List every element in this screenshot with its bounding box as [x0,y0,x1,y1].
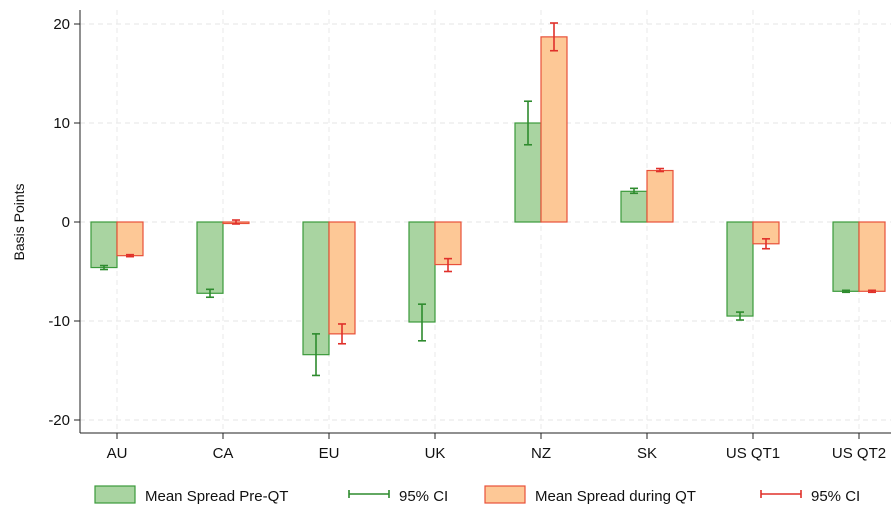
ci-pre-qt [418,303,426,342]
tick-labels: -20 -10 0 10 20 AU CA EU UK NZ SK US QT1 US QT2 [48,16,886,462]
ci-pre-qt [100,264,108,271]
bar-pre-qt [832,221,860,292]
x-tick-label: UK [425,445,446,462]
ci-during-qt [656,167,664,173]
legend-label-during-qt: Mean Spread during QT [535,488,696,505]
ci-during-qt [338,323,346,345]
legend-label-ci-during-qt: 95% CI [811,488,860,505]
legend-label-pre-qt: Mean Spread Pre-QT [145,488,288,505]
y-tick-label: 20 [53,16,70,33]
y-tick-label: 0 [62,214,70,231]
legend: Mean Spread Pre-QT 95% CI Mean Spread duri… [94,485,860,505]
y-axis-title: Basis Points [11,183,27,260]
ci-during-qt [232,219,240,225]
ci-during-qt [762,238,770,250]
bar-during-qt [116,221,144,257]
ci-during-qt [550,22,558,52]
axes [74,10,891,439]
y-tick-label: 10 [53,115,70,132]
bar-pre-qt [90,221,118,269]
x-tick-label: SK [637,445,657,462]
ci-pre-qt [736,311,744,321]
legend-swatch-during-qt [484,485,526,504]
ci-pre-qt [206,288,214,299]
ci-pre-qt [524,100,532,146]
legend-label-ci-pre-qt: 95% CI [399,488,448,505]
y-tick-label: -10 [48,313,70,330]
x-tick-label: EU [319,445,340,462]
error-bars [100,22,876,377]
ci-pre-qt [312,333,320,377]
bar-pre-qt [196,221,224,294]
legend-ci-pre-qt [348,490,390,498]
y-tick-label: -20 [48,412,70,429]
legend-swatch-pre-qt [94,485,136,504]
bar-during-qt [540,36,568,223]
x-tick-label: US QT2 [832,445,886,462]
x-tick-label: AU [107,445,128,462]
x-tick-label: CA [213,445,234,462]
bar-during-qt [646,169,674,223]
ci-during-qt [868,289,876,294]
bar-pre-qt [620,190,648,223]
bar-pre-qt [726,221,754,317]
bar-during-qt [328,221,356,335]
bar-during-qt [858,221,886,292]
ci-during-qt [444,257,452,273]
bars [90,36,886,356]
legend-ci-during-qt [760,490,802,498]
bar-during-qt [434,221,462,266]
ci-pre-qt [630,187,638,195]
ci-pre-qt [842,289,850,294]
x-tick-label: US QT1 [726,445,780,462]
x-tick-label: NZ [531,445,551,462]
ci-during-qt [126,253,134,258]
